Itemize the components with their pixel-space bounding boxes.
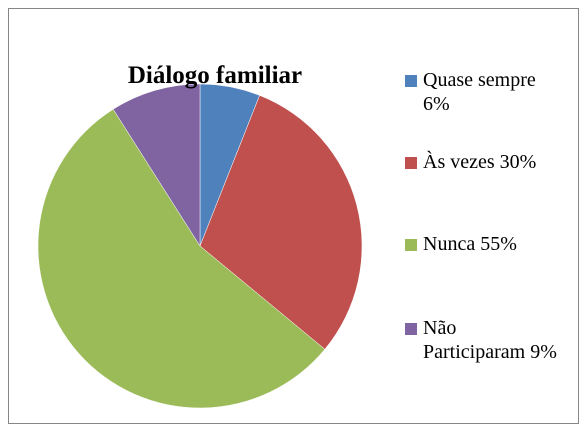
- legend-name: Não Participaram: [423, 317, 526, 363]
- legend-entry: Às vezes 30%: [405, 150, 563, 174]
- legend-swatch: [405, 239, 417, 251]
- legend-name: Às vezes: [423, 151, 495, 173]
- legend-value: 6%: [423, 93, 450, 115]
- pie-slice: [112, 83, 201, 247]
- legend-value: 30%: [499, 151, 537, 173]
- legend-swatch: [405, 157, 417, 169]
- legend-entry: Quase sempre 6%: [405, 68, 563, 116]
- legend-swatch: [405, 75, 417, 87]
- legend-label: Não Participaram 9%: [423, 316, 563, 364]
- legend-name: Quase sempre: [423, 69, 536, 91]
- legend-entry: Nunca 55%: [405, 232, 563, 256]
- chart-frame: [8, 8, 579, 424]
- pie-slice: [37, 108, 326, 409]
- legend-swatch: [405, 323, 417, 335]
- legend-label: Quase sempre 6%: [423, 68, 563, 116]
- pie-slice: [199, 95, 363, 350]
- legend-entry: Não Participaram 9%: [405, 316, 563, 364]
- legend-label: Às vezes 30%: [423, 150, 563, 174]
- legend-value: 55%: [480, 233, 517, 255]
- legend-name: Nunca: [423, 233, 476, 255]
- chart-title: Diálogo familiar: [127, 62, 303, 89]
- legend-value: 9%: [530, 341, 557, 363]
- legend-label: Nunca 55%: [423, 232, 563, 256]
